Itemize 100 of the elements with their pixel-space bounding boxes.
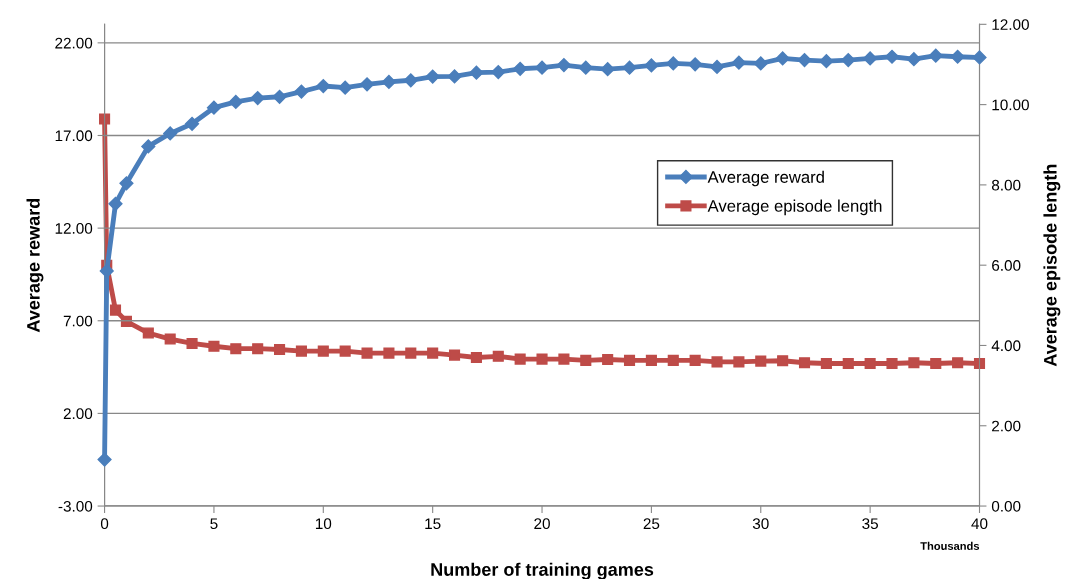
point	[447, 69, 462, 84]
x-tick-label: 10	[315, 518, 332, 530]
point	[230, 343, 242, 355]
y-axis-title: Average reward	[26, 198, 44, 333]
point	[272, 89, 287, 104]
legend-label: Average episode length	[707, 199, 882, 216]
x-tick-label: 40	[971, 518, 988, 530]
point	[381, 74, 396, 90]
point	[184, 116, 200, 131]
y2-tick-label: 12.00	[992, 19, 1029, 30]
point	[142, 327, 154, 339]
point	[252, 343, 264, 355]
point	[886, 357, 898, 370]
point	[580, 354, 592, 366]
point	[208, 340, 220, 352]
point	[469, 65, 484, 80]
point	[622, 60, 637, 75]
y-tick-label: 12.00	[55, 222, 93, 234]
y2-axis-title: Average episode length	[1043, 164, 1061, 367]
point	[753, 56, 768, 71]
y2-tick-label: 6.00	[992, 260, 1021, 271]
y2-tick-label: 10.00	[992, 99, 1029, 111]
point	[928, 48, 943, 63]
point	[141, 139, 156, 154]
point	[97, 452, 112, 467]
point	[120, 315, 132, 327]
point	[206, 100, 222, 115]
y-tick-label: -3.00	[58, 500, 93, 512]
legend-label: Average reward	[707, 170, 824, 187]
point	[448, 349, 461, 361]
point	[492, 350, 504, 362]
x-tick-label: 35	[862, 518, 878, 530]
text: Thousands	[920, 541, 980, 550]
point	[798, 357, 811, 369]
point	[359, 77, 375, 92]
point	[908, 357, 920, 369]
point	[534, 60, 550, 75]
y-tick-label: 22.00	[55, 37, 93, 49]
x-tick-label: 5	[210, 518, 218, 530]
point	[338, 80, 353, 95]
point	[709, 59, 725, 75]
point	[491, 65, 506, 80]
point	[578, 60, 593, 75]
point	[514, 353, 526, 365]
y2-tick-label: 4.00	[991, 340, 1021, 352]
point	[99, 113, 111, 125]
point	[666, 56, 681, 71]
point	[688, 57, 703, 72]
point	[361, 347, 373, 359]
point	[819, 54, 834, 69]
point	[119, 176, 134, 191]
y2-tick-label: 0.00	[991, 500, 1021, 512]
point	[339, 345, 351, 357]
y-tick-label: 2.00	[63, 408, 93, 420]
point	[186, 337, 198, 350]
x-tick-label: 20	[534, 518, 550, 530]
point	[689, 354, 701, 366]
point	[950, 49, 965, 64]
point	[470, 351, 482, 364]
x-tick-label: 0	[100, 518, 109, 530]
point	[383, 347, 395, 359]
y2-tick-label: 8.00	[991, 179, 1021, 191]
y-tick-label: 17.00	[55, 130, 93, 142]
point	[645, 354, 657, 366]
point	[755, 355, 767, 367]
point	[425, 69, 440, 84]
point	[842, 357, 854, 370]
point	[316, 78, 331, 94]
point	[884, 49, 900, 64]
point	[863, 51, 878, 66]
point	[294, 84, 309, 99]
point	[556, 58, 571, 73]
y2-tick-label: 2.00	[992, 420, 1021, 432]
point	[973, 357, 986, 370]
point	[797, 52, 812, 68]
point	[623, 354, 636, 366]
point	[972, 50, 987, 65]
point	[711, 356, 723, 368]
point	[163, 126, 178, 141]
point	[558, 353, 570, 365]
point	[602, 353, 614, 366]
point	[644, 58, 659, 73]
point	[405, 347, 417, 359]
point	[536, 353, 548, 365]
x-tick-label: 25	[643, 518, 660, 530]
point	[775, 51, 790, 66]
point	[513, 61, 528, 76]
point	[427, 347, 439, 359]
point	[228, 94, 243, 110]
point	[906, 52, 921, 67]
point	[777, 355, 789, 367]
x-tick-label: 15	[425, 518, 441, 530]
point	[108, 196, 123, 211]
point	[109, 304, 122, 316]
point	[273, 343, 286, 356]
point	[295, 345, 307, 357]
point	[733, 356, 745, 368]
point	[820, 357, 832, 370]
point	[731, 55, 746, 70]
point	[164, 333, 176, 345]
